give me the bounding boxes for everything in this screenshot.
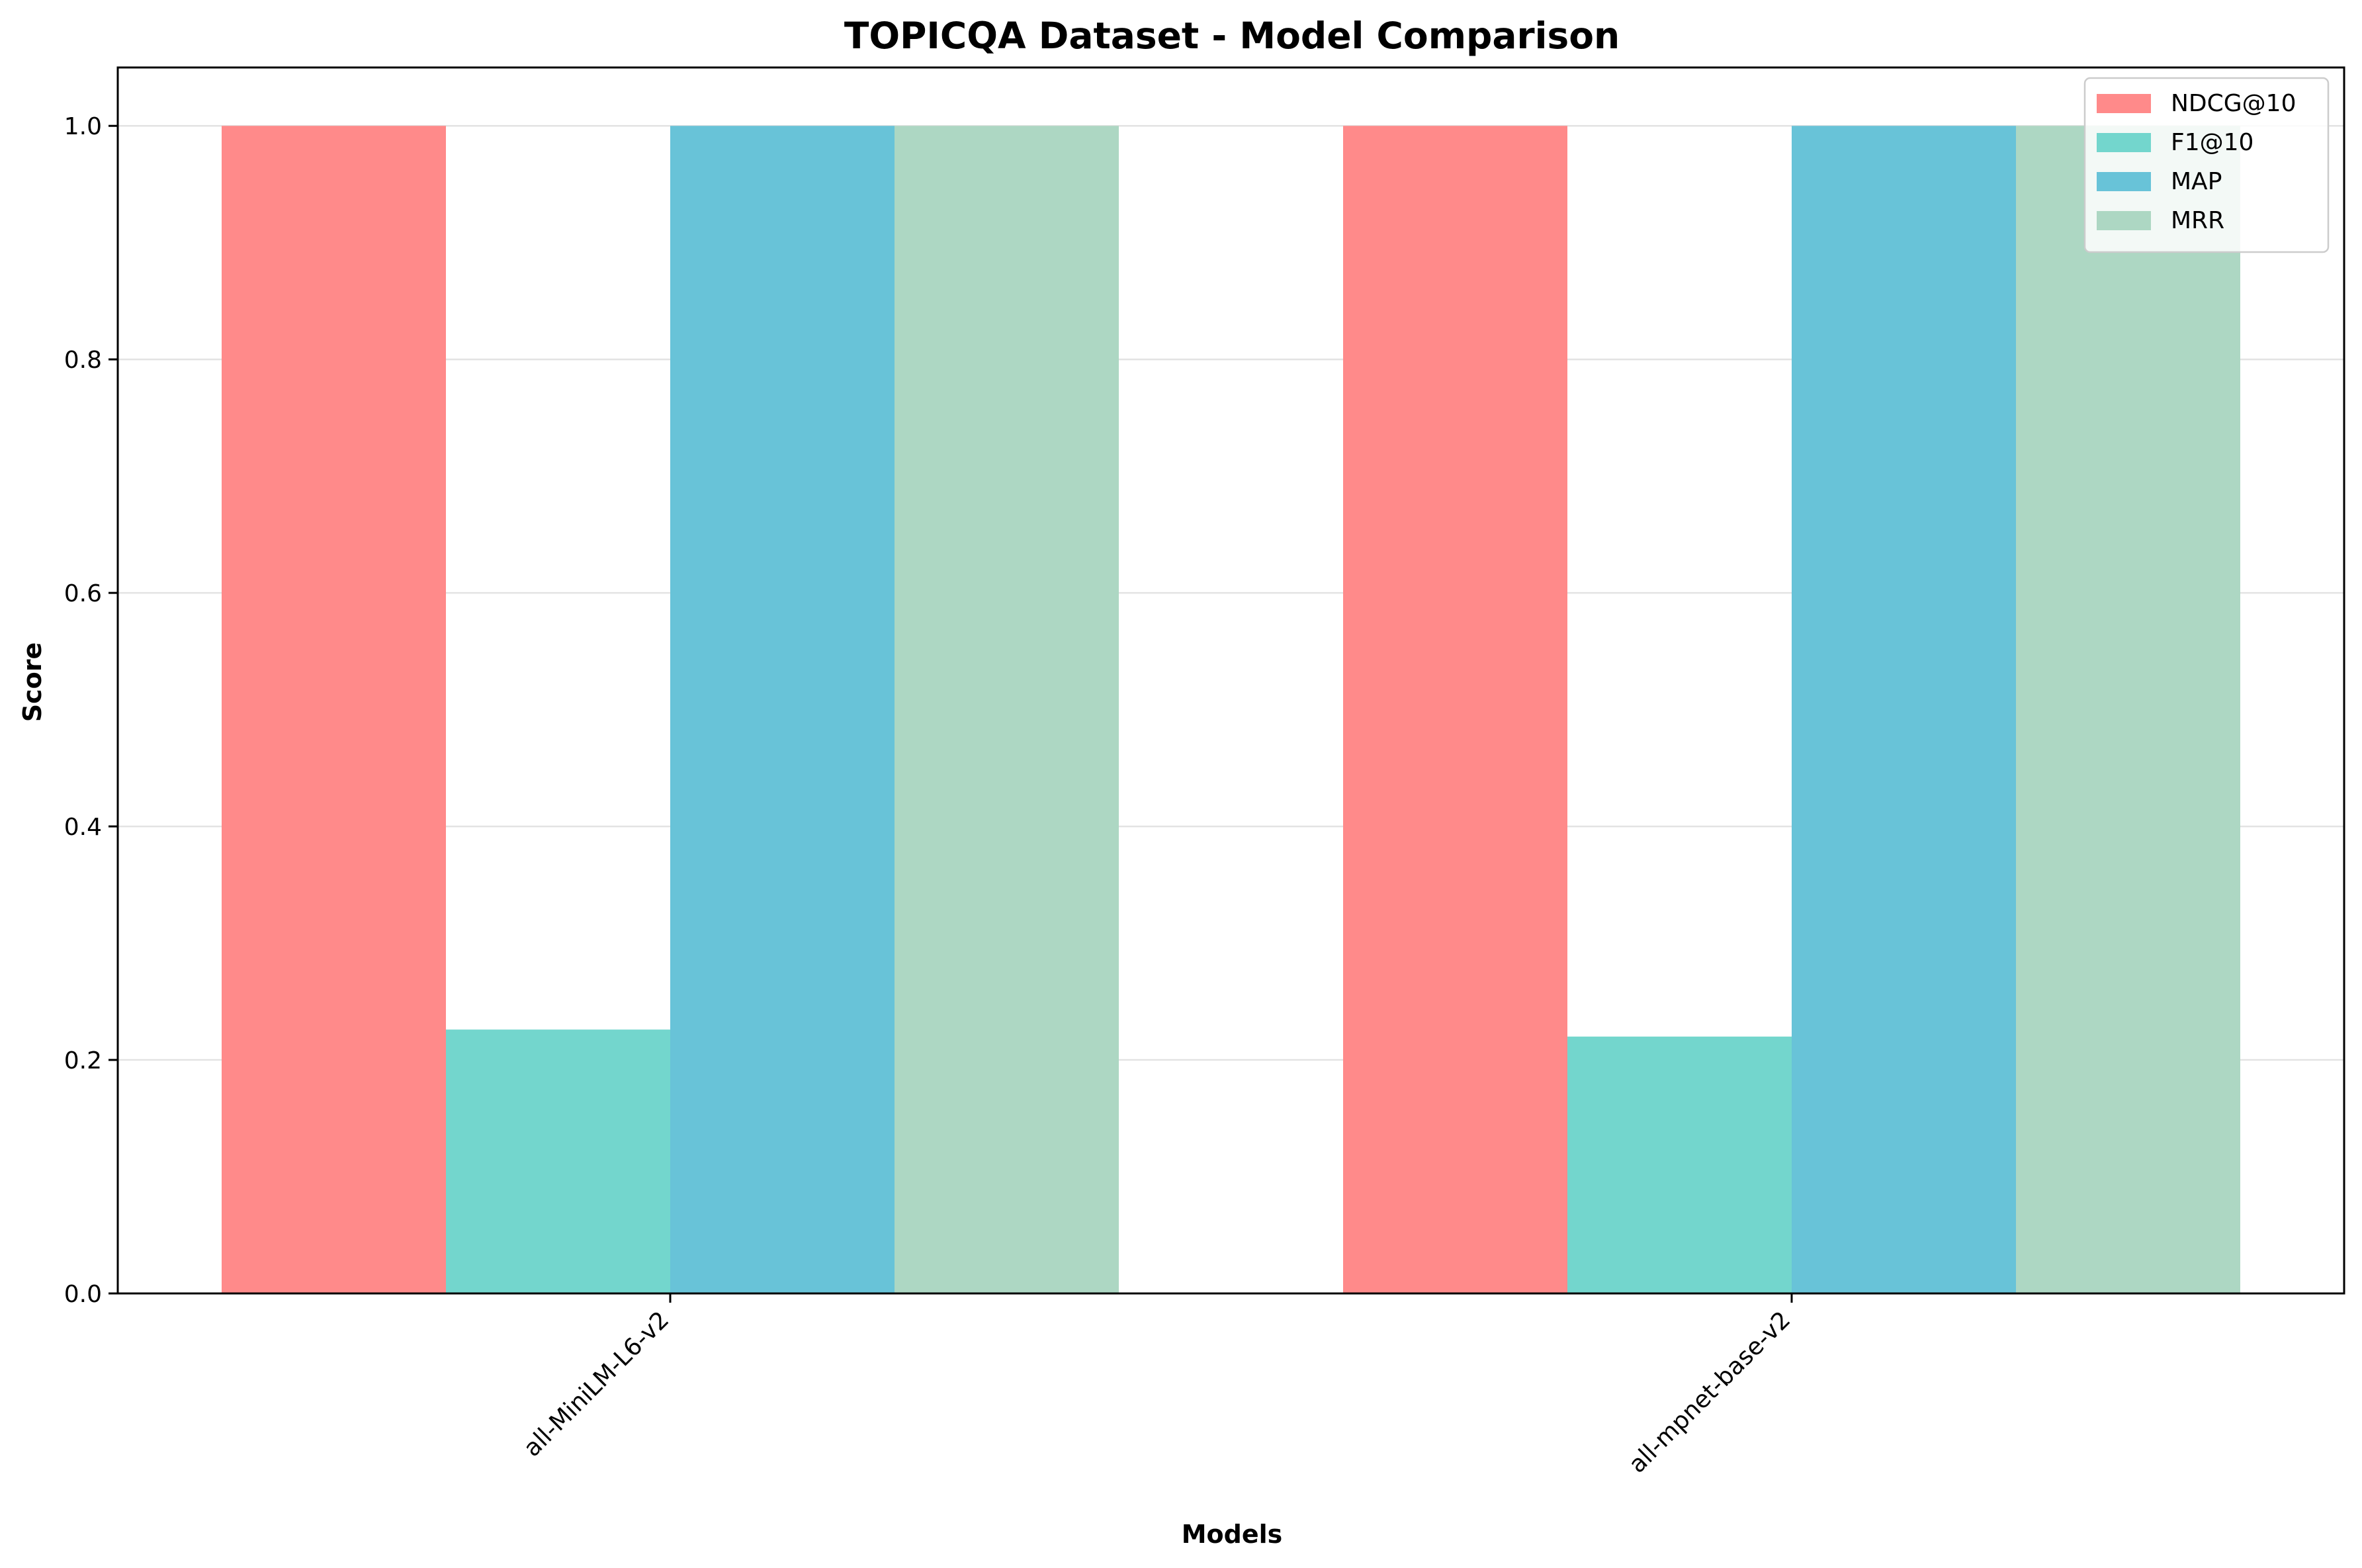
y-tick-label: 1.0: [64, 113, 102, 140]
legend-swatch: [2097, 94, 2151, 113]
legend-label: MRR: [2171, 207, 2224, 234]
legend-label: F1@10: [2171, 129, 2253, 156]
bar-f1-10-0: [446, 1029, 670, 1293]
chart-title: TOPICQA Dataset - Model Comparison: [844, 15, 1620, 57]
y-tick-label: 0.6: [64, 580, 102, 607]
y-tick-label: 0.0: [64, 1281, 102, 1308]
y-axis-label: Score: [18, 642, 47, 722]
legend-label: NDCG@10: [2171, 90, 2296, 117]
bar-mrr-0: [895, 126, 1119, 1294]
legend-swatch: [2097, 211, 2151, 230]
legend: NDCG@10 F1@10 MAP MRR: [2083, 77, 2330, 253]
y-axis-ticks: 0.0 0.2 0.4 0.6 0.8 1.0: [64, 113, 118, 1308]
legend-swatch: [2097, 172, 2151, 191]
legend-box: [2083, 77, 2330, 253]
bar-mrr-1: [2016, 126, 2240, 1294]
plot-frame: [116, 66, 2345, 1295]
bar-f1-10-1: [1567, 1036, 1792, 1293]
y-tick-label: 0.4: [64, 814, 102, 841]
y-tick-label: 0.8: [64, 347, 102, 374]
bars: [222, 126, 2240, 1294]
legend-label: MAP: [2171, 168, 2222, 195]
bar-ndcg-10-1: [1343, 126, 1567, 1294]
bar-map-0: [670, 126, 895, 1294]
x-axis-label: Models: [1182, 1520, 1283, 1549]
bar-ndcg-10-0: [222, 126, 446, 1294]
legend-swatch: [2097, 133, 2151, 152]
y-tick-label: 0.2: [64, 1047, 102, 1074]
bar-map-1: [1792, 126, 2016, 1294]
